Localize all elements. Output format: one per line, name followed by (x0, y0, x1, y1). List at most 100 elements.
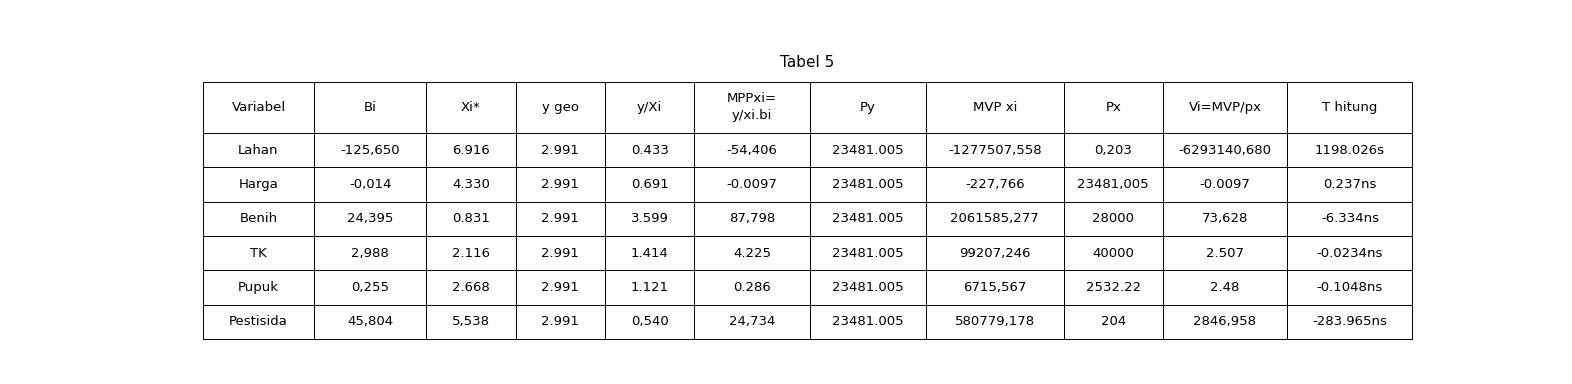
Bar (695, 202, 810, 236)
Text: 45,804: 45,804 (347, 315, 393, 328)
Bar (314, 202, 426, 236)
Text: 23481.005: 23481.005 (832, 281, 904, 294)
Text: 1.414: 1.414 (630, 247, 668, 260)
Text: Px: Px (1105, 101, 1121, 114)
Bar (1064, 81, 1163, 133)
Bar (314, 270, 426, 305)
Text: MPPxi=
y/xi.bi: MPPxi= y/xi.bi (728, 92, 777, 122)
Text: 23481.005: 23481.005 (832, 247, 904, 260)
Text: 99207,246: 99207,246 (959, 247, 1031, 260)
Bar (926, 236, 1064, 270)
Bar (203, 81, 314, 133)
Text: 24,395: 24,395 (347, 212, 393, 225)
Text: 1198.026s: 1198.026s (1314, 144, 1385, 157)
Text: 2.991: 2.991 (541, 247, 578, 260)
Text: -125,650: -125,650 (341, 144, 399, 157)
Bar (695, 81, 810, 133)
Text: 0,540: 0,540 (630, 315, 668, 328)
Bar (695, 305, 810, 339)
Text: 2.991: 2.991 (541, 315, 578, 328)
Bar (1163, 236, 1287, 270)
Bar (203, 270, 314, 305)
Bar (516, 202, 605, 236)
Text: Variabel: Variabel (231, 101, 286, 114)
Text: 2.991: 2.991 (541, 281, 578, 294)
Text: Pupuk: Pupuk (237, 281, 278, 294)
Text: 6715,567: 6715,567 (964, 281, 1027, 294)
Text: Harga: Harga (239, 178, 278, 191)
Bar (426, 236, 516, 270)
Bar (926, 305, 1064, 339)
Bar (1064, 236, 1163, 270)
Bar (1287, 202, 1412, 236)
Bar (203, 305, 314, 339)
Text: Lahan: Lahan (239, 144, 278, 157)
Bar (810, 81, 926, 133)
Text: 1.121: 1.121 (630, 281, 668, 294)
Bar (1064, 270, 1163, 305)
Text: 6.916: 6.916 (453, 144, 490, 157)
Bar (926, 133, 1064, 167)
Text: -0,014: -0,014 (349, 178, 391, 191)
Bar (810, 202, 926, 236)
Bar (1163, 133, 1287, 167)
Text: 2,988: 2,988 (352, 247, 390, 260)
Bar (426, 305, 516, 339)
Text: 5,538: 5,538 (451, 315, 490, 328)
Text: -6293140,680: -6293140,680 (1179, 144, 1272, 157)
Bar (426, 81, 516, 133)
Text: -0.1048ns: -0.1048ns (1317, 281, 1383, 294)
Bar (314, 167, 426, 202)
Text: 2.991: 2.991 (541, 178, 578, 191)
Text: y/Xi: y/Xi (637, 101, 662, 114)
Text: 2.668: 2.668 (453, 281, 490, 294)
Bar (1064, 167, 1163, 202)
Text: T hitung: T hitung (1322, 101, 1377, 114)
Text: 0.286: 0.286 (734, 281, 772, 294)
Text: 4.225: 4.225 (733, 247, 772, 260)
Bar (516, 236, 605, 270)
Text: Vi=MVP/px: Vi=MVP/px (1188, 101, 1261, 114)
Text: 3.599: 3.599 (630, 212, 668, 225)
Bar (695, 236, 810, 270)
Bar (605, 167, 695, 202)
Bar (695, 133, 810, 167)
Bar (426, 167, 516, 202)
Bar (605, 202, 695, 236)
Bar (810, 133, 926, 167)
Text: 580779,178: 580779,178 (954, 315, 1034, 328)
Text: Pestisida: Pestisida (230, 315, 288, 328)
Bar (810, 270, 926, 305)
Text: 2.116: 2.116 (451, 247, 490, 260)
Bar (203, 236, 314, 270)
Text: y geo: y geo (542, 101, 578, 114)
Bar (1287, 236, 1412, 270)
Text: 2532.22: 2532.22 (1086, 281, 1141, 294)
Text: -6.334ns: -6.334ns (1320, 212, 1379, 225)
Text: 23481,005: 23481,005 (1077, 178, 1149, 191)
Bar (516, 133, 605, 167)
Bar (314, 133, 426, 167)
Text: 204: 204 (1100, 315, 1126, 328)
Bar (926, 81, 1064, 133)
Text: 23481.005: 23481.005 (832, 315, 904, 328)
Text: -0.0097: -0.0097 (726, 178, 778, 191)
Bar (314, 236, 426, 270)
Bar (1287, 270, 1412, 305)
Bar (1163, 81, 1287, 133)
Text: 23481.005: 23481.005 (832, 212, 904, 225)
Text: Benih: Benih (239, 212, 278, 225)
Text: 87,798: 87,798 (729, 212, 775, 225)
Bar (1287, 305, 1412, 339)
Text: MVP xi: MVP xi (973, 101, 1017, 114)
Text: Xi*: Xi* (461, 101, 481, 114)
Bar (605, 305, 695, 339)
Bar (426, 133, 516, 167)
Text: -227,766: -227,766 (965, 178, 1025, 191)
Text: 28000: 28000 (1093, 212, 1135, 225)
Bar (426, 270, 516, 305)
Bar (1064, 202, 1163, 236)
Text: 73,628: 73,628 (1201, 212, 1248, 225)
Bar (426, 202, 516, 236)
Bar (314, 305, 426, 339)
